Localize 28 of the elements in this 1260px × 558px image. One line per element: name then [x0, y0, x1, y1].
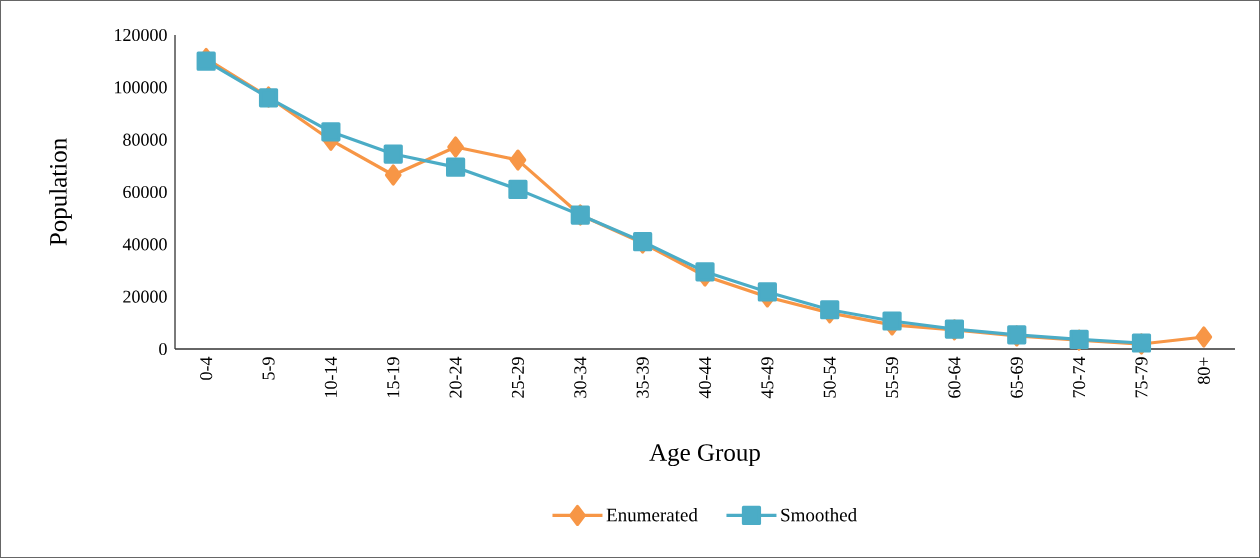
y-tick-label: 120000 — [115, 28, 167, 42]
x-tick-label: 10-14 — [324, 356, 337, 397]
x-tick-label: 5-9 — [262, 357, 275, 380]
x-tick-label: 15-19 — [387, 357, 400, 397]
x-tick-label: 0-4 — [200, 356, 213, 380]
x-tick-label: 50-54 — [823, 356, 836, 398]
y-tick-label: 100000 — [115, 81, 167, 94]
x-tick-label: 35-39 — [636, 357, 649, 398]
y-tick-label: 80000 — [123, 133, 167, 146]
x-tick-label: 80+ — [1197, 357, 1210, 384]
x-tick-label: 65-69 — [1010, 357, 1023, 398]
y-tick-label: 60000 — [123, 185, 167, 199]
legend-label: Enumerated — [606, 508, 698, 522]
x-axis-title: Age Group — [649, 444, 760, 467]
y-tick-label: 0 — [159, 342, 167, 356]
y-axis-title: Population — [49, 138, 72, 246]
x-tick-label: 60-64 — [948, 356, 961, 398]
x-tick-label: 55-59 — [886, 357, 899, 398]
y-tick-label: 40000 — [122, 238, 167, 251]
x-tick-label: 70-74 — [1073, 356, 1086, 398]
y-tick-label: 20000 — [123, 290, 167, 303]
x-tick-label: 25-29 — [511, 357, 524, 398]
x-tick-label: 20-24 — [449, 356, 462, 398]
x-tick-label: 45-49 — [761, 357, 774, 399]
x-tick-label: 75-79 — [1135, 357, 1148, 398]
x-tick-label: 40-44 — [698, 356, 712, 399]
legend-label: Smoothed — [781, 508, 857, 522]
x-tick-label: 30-34 — [574, 356, 587, 398]
